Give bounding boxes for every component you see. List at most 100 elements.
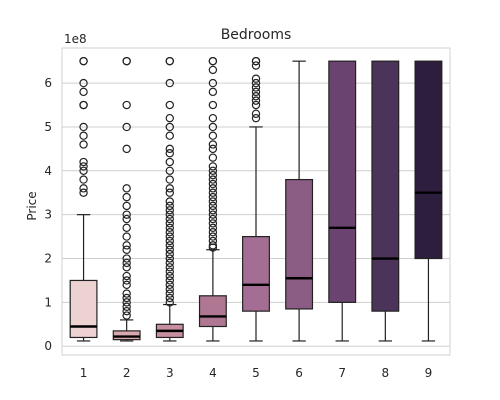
outlier-point [79, 100, 88, 110]
box-iqr [371, 60, 400, 312]
outlier-point [122, 223, 131, 233]
outlier-point [165, 280, 174, 290]
outlier-point [165, 219, 174, 228]
outlier-point [165, 144, 174, 154]
y-tick-label: 0 [44, 339, 52, 353]
outlier-point [165, 241, 174, 250]
y-axis-label: Price [25, 191, 39, 220]
box-iqr [112, 330, 141, 341]
outlier-point [122, 192, 131, 202]
x-tick-label: 6 [295, 366, 303, 380]
outlier-point [165, 263, 174, 272]
outlier-point [208, 170, 218, 180]
outlier-point [208, 175, 218, 184]
outlier-point [251, 113, 261, 123]
box-category-7 [328, 60, 357, 342]
box-iqr [69, 279, 98, 339]
outlier-point [165, 149, 174, 158]
x-tick-label: 7 [338, 366, 346, 380]
outlier-point [208, 56, 218, 66]
outlier-point [251, 96, 261, 105]
x-tick-label: 9 [425, 366, 433, 380]
outlier-point [251, 61, 261, 70]
outlier-point [79, 140, 88, 149]
y-tick-label: 2 [44, 252, 52, 266]
box-iqr [328, 60, 357, 303]
outlier-point [122, 245, 131, 254]
box-category-6 [285, 60, 314, 342]
box-category-5 [242, 56, 270, 342]
outlier-point [251, 56, 261, 66]
outlier-point [165, 210, 174, 219]
outlier-point [165, 78, 174, 88]
x-tick-label: 3 [166, 366, 174, 380]
outlier-point [208, 227, 218, 237]
outlier-point [208, 179, 218, 189]
outlier-point [79, 157, 88, 167]
outlier-point [208, 236, 218, 246]
box-iqr [414, 60, 443, 260]
outlier-point [122, 298, 131, 307]
outlier-point [208, 78, 218, 88]
outlier-point [165, 293, 174, 303]
outlier-point [79, 78, 88, 88]
y-tick-labels: 0 1 2 3 4 5 6 [44, 76, 52, 353]
outlier-point [208, 201, 218, 211]
outlier-point [122, 210, 131, 219]
outlier-point [122, 276, 131, 285]
outlier-point [165, 56, 174, 66]
outlier-point [165, 267, 174, 276]
outlier-point [208, 184, 218, 193]
outlier-point [208, 122, 218, 132]
outlier-point [208, 87, 218, 97]
box-category-9 [414, 60, 443, 342]
x-tick-label: 8 [382, 366, 390, 380]
outlier-point [165, 166, 174, 175]
y-tick-label: 6 [44, 76, 52, 90]
box-iqr [285, 178, 314, 310]
outlier-point [165, 285, 174, 294]
outlier-point [165, 236, 174, 246]
outlier-point [122, 201, 131, 211]
outlier-point [165, 276, 174, 285]
y-tick-label: 4 [44, 164, 52, 178]
outlier-point [122, 122, 131, 132]
chart-title: Bedrooms [221, 27, 292, 43]
outlier-point [122, 311, 131, 320]
outlier-point [208, 206, 218, 215]
outlier-point [165, 100, 174, 110]
outlier-point [165, 227, 174, 237]
outlier-point [208, 153, 218, 162]
outlier-point [208, 197, 218, 206]
outlier-point [165, 249, 174, 259]
outlier-point [208, 210, 218, 219]
outlier-point [165, 175, 174, 184]
outlier-point [208, 131, 218, 140]
outlier-point [251, 92, 261, 101]
box-iqr [242, 235, 270, 312]
outlier-point [122, 254, 131, 263]
outlier-point [122, 232, 131, 241]
outlier-point [165, 206, 174, 215]
outlier-point [165, 258, 174, 268]
outlier-point [208, 214, 218, 224]
plot-frame [61, 47, 451, 356]
outlier-point [79, 175, 88, 184]
outlier-point [165, 188, 174, 197]
y-tick-label: 3 [44, 208, 52, 222]
outlier-point [79, 188, 88, 197]
outlier-point [165, 271, 174, 281]
outlier-point [251, 100, 261, 110]
box-iqr [198, 295, 227, 328]
outlier-point [165, 245, 174, 254]
outlier-point [208, 223, 218, 233]
outlier-point [79, 184, 88, 193]
outlier-point [122, 144, 131, 154]
outlier-point [122, 302, 131, 311]
outlier-point [208, 140, 218, 149]
outlier-point [122, 293, 131, 303]
boxes [69, 56, 443, 342]
outlier-point [208, 192, 218, 202]
outlier-point [165, 113, 174, 123]
